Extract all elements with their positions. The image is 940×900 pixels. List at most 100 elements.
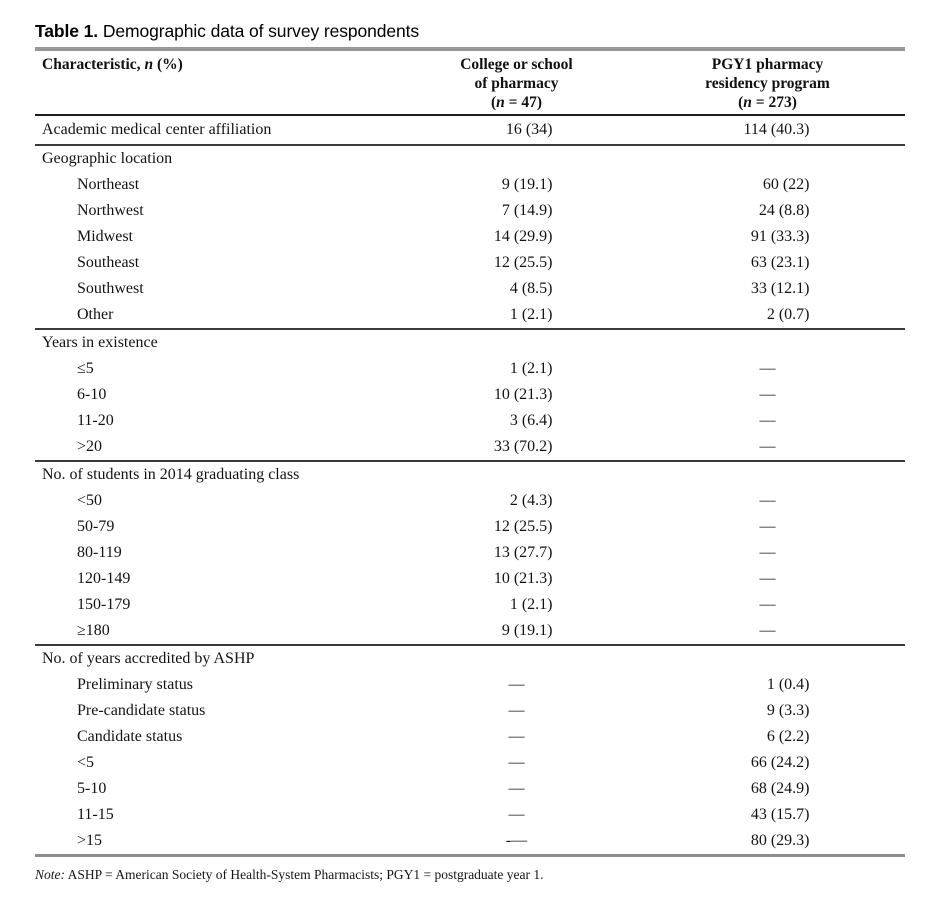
college-value-cell: -— [403, 831, 630, 851]
table-row: Southwest 4 (8.5) 33 (12.1) [35, 276, 905, 302]
section-header-label: Years in existence [42, 334, 158, 351]
header-line: PGY1 pharmacy [711, 56, 824, 73]
college-value: 12 (25.5) [493, 254, 553, 271]
table-title: Table 1. Demographic data of survey resp… [0, 0, 940, 42]
table-section: No. of years accredited by ASHP Prelimina… [35, 646, 905, 854]
row-label: 80-119 [77, 544, 122, 561]
college-value-cell: — [403, 805, 630, 825]
section-header-label: No. of years accredited by ASHP [42, 650, 255, 667]
college-value-cell: 16 (34) [403, 120, 630, 140]
college-value-cell: 4 (8.5) [403, 279, 630, 299]
pgy1-value-cell: 6 (2.2) [630, 727, 905, 747]
college-value: — [508, 754, 525, 771]
pgy1-value: — [759, 386, 776, 403]
row-label: ≤5 [77, 360, 94, 377]
section-header-label: No. of students in 2014 graduating class [42, 466, 300, 483]
table-title-label: Table 1. [35, 21, 99, 41]
table-row: Midwest 14 (29.9) 91 (33.3) [35, 224, 905, 250]
section-header-label: Geographic location [42, 150, 173, 167]
college-value: — [508, 676, 525, 693]
pgy1-value: 2 (0.7) [766, 306, 810, 323]
college-value: 1 (2.1) [509, 360, 553, 377]
demographics-table: Characteristic, n (%) College or school … [35, 47, 905, 857]
college-value: 9 (19.1) [501, 176, 553, 193]
table-row: ≤5 1 (2.1) — [35, 356, 905, 382]
rule-top [35, 47, 905, 51]
college-value: — [508, 702, 525, 719]
table-row: Northeast 9 (19.1) 60 (22) [35, 172, 905, 198]
note-label-italic: Note: [35, 867, 65, 882]
row-label: Northwest [77, 202, 144, 219]
table-row: 6-10 10 (21.3) — [35, 382, 905, 408]
pgy1-value-cell: 2 (0.7) [630, 305, 905, 325]
pgy1-value-cell: — [630, 411, 905, 431]
table-row: ≥180 9 (19.1) — [35, 618, 905, 644]
pgy1-value-cell: 43 (15.7) [630, 805, 905, 825]
header-text: = 273) [751, 94, 797, 111]
table-row: Other 1 (2.1) 2 (0.7) [35, 302, 905, 328]
row-label: 6-10 [77, 386, 107, 403]
row-label: >15 [77, 832, 103, 849]
college-value: 7 (14.9) [501, 202, 553, 219]
header-line: (n = 273) [630, 93, 905, 112]
row-label: Midwest [77, 228, 133, 245]
table-title-text: Demographic data of survey respondents [98, 21, 420, 41]
pgy1-value-cell: 33 (12.1) [630, 279, 905, 299]
college-value-cell: — [403, 727, 630, 747]
table-note: Note: ASHP = American Society of Health-… [35, 866, 940, 883]
header-line: College or school [460, 56, 573, 73]
note-text: ASHP = American Society of Health-System… [65, 867, 544, 882]
pgy1-value-cell: — [630, 595, 905, 615]
pgy1-value: — [759, 360, 776, 377]
row-label: 11-15 [77, 806, 114, 823]
table-row: <5 — 66 (24.2) [35, 750, 905, 776]
section-divider [35, 460, 905, 462]
college-value: 12 (25.5) [493, 518, 553, 535]
college-value: -— [505, 832, 528, 849]
row-label: Other [77, 306, 114, 323]
college-value: 14 (29.9) [493, 228, 553, 245]
table-row: Southeast 12 (25.5) 63 (23.1) [35, 250, 905, 276]
row-label: 11-20 [77, 412, 114, 429]
college-value: 13 (27.7) [493, 544, 553, 561]
pgy1-value: — [759, 412, 776, 429]
college-value-cell: — [403, 675, 630, 695]
table-row: 120-149 10 (21.3) — [35, 566, 905, 592]
college-value-cell: 1 (2.1) [403, 595, 630, 615]
section-header-row: Years in existence [35, 330, 905, 356]
header-line: (n = 47) [403, 93, 630, 112]
row-label: >20 [77, 438, 103, 455]
column-header-college: College or school of pharmacy (n = 47) [403, 55, 630, 112]
college-value-cell: 1 (2.1) [403, 359, 630, 379]
pgy1-value-cell: 24 (8.8) [630, 201, 905, 221]
college-value-cell: 1 (2.1) [403, 305, 630, 325]
college-value: 33 (70.2) [493, 438, 553, 455]
header-n-italic: n [144, 56, 154, 73]
table-row: Pre-candidate status — 9 (3.3) [35, 698, 905, 724]
row-label: 150-179 [77, 596, 131, 613]
row-label: Southeast [77, 254, 140, 271]
college-value-cell: 10 (21.3) [403, 385, 630, 405]
pgy1-value: — [759, 492, 776, 509]
pgy1-value-cell: — [630, 491, 905, 511]
table-body: Academic medical center affiliation 16 (3… [35, 116, 905, 854]
college-value: 9 (19.1) [501, 622, 553, 639]
table-row: >15 -— 80 (29.3) [35, 828, 905, 854]
section-header-row: No. of students in 2014 graduating class [35, 462, 905, 488]
table-row: <50 2 (4.3) — [35, 488, 905, 514]
pgy1-value: 91 (33.3) [750, 228, 810, 245]
college-value: — [508, 728, 525, 745]
pgy1-value: 33 (12.1) [750, 280, 810, 297]
pgy1-value-cell: — [630, 543, 905, 563]
pgy1-value: — [759, 596, 776, 613]
pgy1-value: 60 (22) [762, 176, 810, 193]
college-value-cell: — [403, 779, 630, 799]
header-line: of pharmacy [474, 75, 559, 92]
pgy1-value: 6 (2.2) [766, 728, 810, 745]
table-row: 11-15 — 43 (15.7) [35, 802, 905, 828]
pgy1-value-cell: — [630, 359, 905, 379]
table-section: Years in existence ≤5 1 (2.1) — 6-10 10 (21.3… [35, 330, 905, 460]
pgy1-value: 9 (3.3) [766, 702, 810, 719]
pgy1-value-cell: 63 (23.1) [630, 253, 905, 273]
header-text: = 47) [504, 94, 543, 111]
